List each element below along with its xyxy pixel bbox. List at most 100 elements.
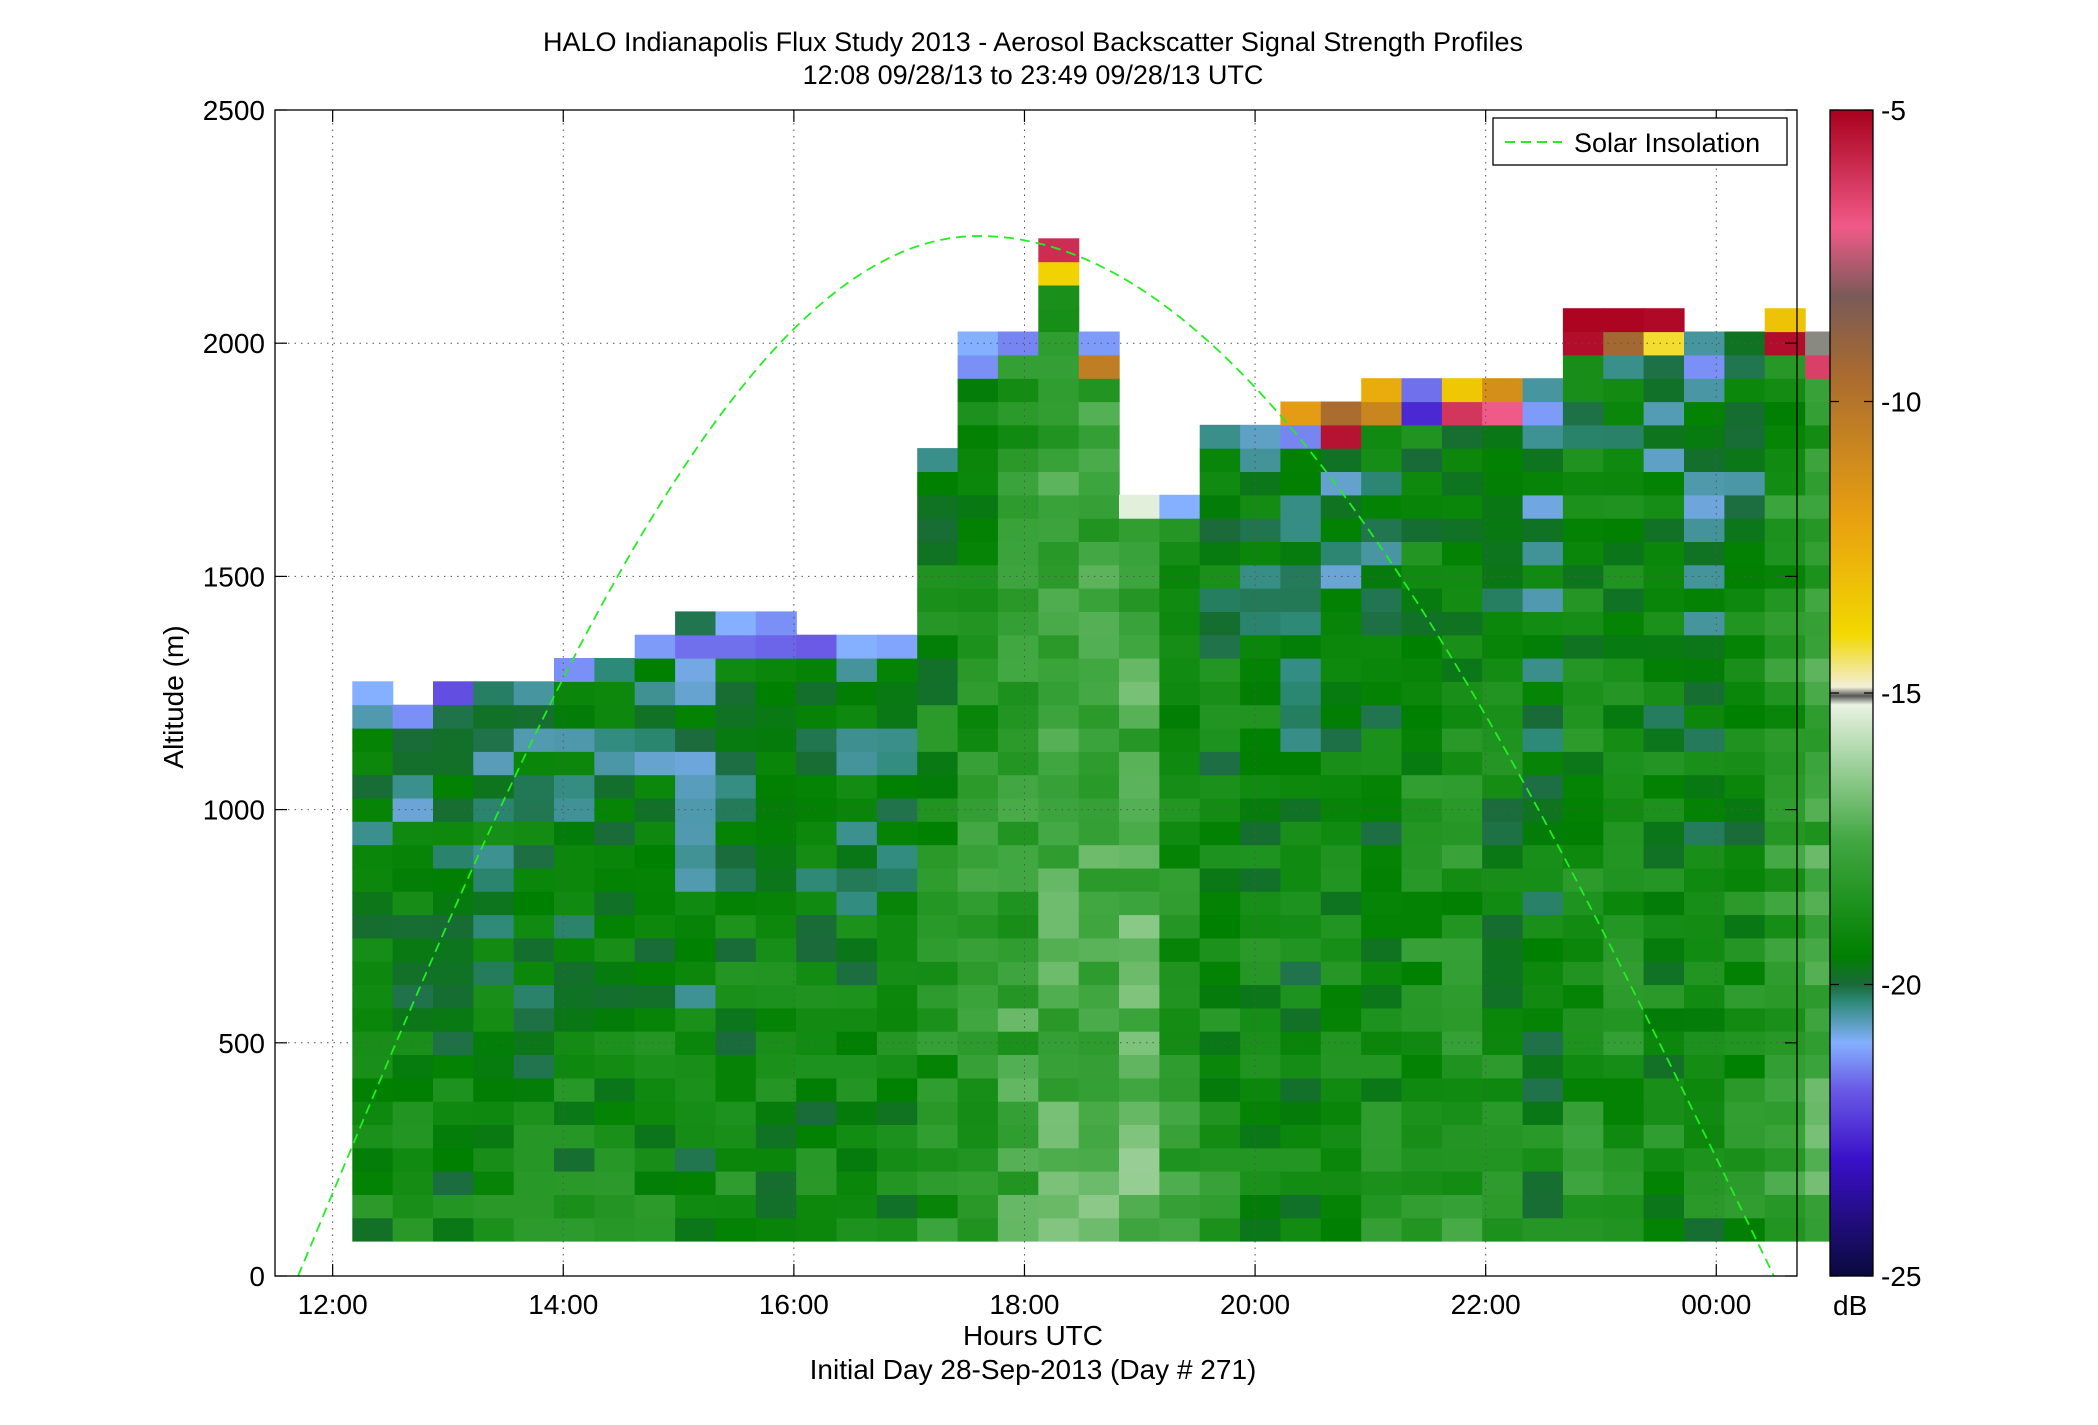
heatmap-cell [1038, 471, 1080, 496]
heatmap-cell [755, 681, 797, 706]
heatmap-cell [1199, 1101, 1241, 1125]
heatmap-cell [1764, 961, 1806, 986]
heatmap-cell [917, 821, 959, 846]
heatmap-cell [675, 658, 717, 682]
heatmap-cell [876, 1101, 918, 1125]
heatmap-cell [1159, 844, 1201, 869]
heatmap-cell [1603, 984, 1645, 1009]
heatmap-cell [1159, 658, 1201, 682]
heatmap-cell [675, 891, 717, 916]
heatmap-cell [634, 867, 676, 892]
heatmap-cell [1764, 681, 1806, 706]
heatmap-cell [1401, 401, 1443, 426]
x-tick-label: 00:00 [1681, 1289, 1751, 1320]
heatmap-cell [392, 704, 434, 729]
heatmap-cell [997, 797, 1039, 822]
heatmap-cell [433, 751, 474, 776]
heatmap-cell [1199, 984, 1241, 1009]
heatmap-cell [594, 658, 636, 682]
heatmap-cell [957, 494, 999, 519]
heatmap-cell [917, 494, 959, 519]
heatmap-cell [433, 984, 474, 1009]
heatmap-cell [1643, 1031, 1685, 1055]
heatmap-cell [1441, 1007, 1483, 1032]
heatmap-cell [1038, 1031, 1080, 1055]
heatmap-cell [1562, 331, 1604, 356]
heatmap-cell [1522, 914, 1564, 939]
heatmap-cell [997, 1217, 1039, 1242]
heatmap-cell [1441, 681, 1483, 706]
heatmap-cell [755, 1147, 797, 1172]
heatmap-cell [1643, 821, 1685, 846]
heatmap-cell [1280, 704, 1322, 729]
heatmap-cell [755, 634, 797, 659]
heatmap-cell [634, 1147, 676, 1172]
heatmap-cell [1038, 611, 1080, 636]
heatmap-cell [1320, 1007, 1362, 1032]
heatmap-cell [594, 1217, 636, 1242]
heatmap-cell [675, 1054, 717, 1079]
heatmap-cell [634, 1194, 676, 1219]
heatmap-cell [1240, 1054, 1282, 1079]
heatmap-cell [997, 751, 1039, 776]
heatmap-cell [1078, 751, 1120, 776]
heatmap-cell [1684, 1147, 1725, 1172]
heatmap-cell [352, 821, 394, 846]
heatmap-cell [1724, 448, 1766, 472]
heatmap-cell [1441, 751, 1483, 776]
heatmap-cell [715, 611, 757, 636]
heatmap-cell [1522, 961, 1564, 986]
heatmap-cell [634, 844, 676, 869]
heatmap-cell [1643, 984, 1685, 1009]
solar-insolation-line [297, 235, 1775, 1277]
heatmap-cell [473, 1124, 515, 1149]
heatmap-cell [1078, 401, 1120, 426]
heatmap-cell [1482, 914, 1524, 939]
heatmap-cell [1643, 1007, 1685, 1032]
heatmap-cell [1199, 494, 1241, 519]
heatmap-cell [1038, 728, 1080, 752]
heatmap-cell [634, 821, 676, 846]
heatmap-cell [433, 797, 474, 822]
heatmap-cell [473, 961, 515, 986]
heatmap-cell [1482, 541, 1524, 566]
heatmap-cell [1724, 471, 1766, 496]
heatmap-cell [997, 914, 1039, 939]
heatmap-cell [1562, 494, 1604, 519]
heatmap-cell [957, 378, 999, 403]
heatmap-cell [1038, 401, 1080, 426]
heatmap-cell [957, 937, 999, 962]
heatmap-cell [1482, 891, 1524, 916]
heatmap-cell [594, 728, 636, 752]
heatmap-cell [634, 891, 676, 916]
heatmap-cell [1401, 494, 1443, 519]
heatmap-cell [1280, 681, 1322, 706]
heatmap-cell [1562, 984, 1604, 1009]
heatmap-cell [957, 1054, 999, 1079]
colorbar-tick-label: -10 [1881, 387, 1921, 418]
heatmap-cell [1562, 961, 1604, 986]
heatmap-cell [836, 1101, 878, 1125]
heatmap-cell [1401, 961, 1443, 986]
heatmap-cell [1522, 704, 1564, 729]
heatmap-cell [1603, 821, 1645, 846]
heatmap-cell [634, 728, 676, 752]
heatmap-cell [1482, 658, 1524, 682]
heatmap-cell [1603, 378, 1645, 403]
heatmap-cell [1603, 448, 1645, 472]
heatmap-cell [1441, 961, 1483, 986]
heatmap-cell [1482, 1147, 1524, 1172]
heatmap-cell [755, 914, 797, 939]
heatmap-cell [1119, 1171, 1160, 1195]
heatmap-cell [634, 1007, 676, 1032]
heatmap-cell [1038, 1217, 1080, 1242]
heatmap-cell [1199, 588, 1241, 612]
heatmap-cell [392, 1077, 434, 1102]
heatmap-cell [1643, 1124, 1685, 1149]
heatmap-cell [1441, 1101, 1483, 1125]
heatmap-cell [836, 681, 878, 706]
heatmap-cell [1724, 704, 1766, 729]
heatmap-cell [1482, 448, 1524, 472]
heatmap-cell [755, 751, 797, 776]
heatmap-cell [1441, 1147, 1483, 1172]
